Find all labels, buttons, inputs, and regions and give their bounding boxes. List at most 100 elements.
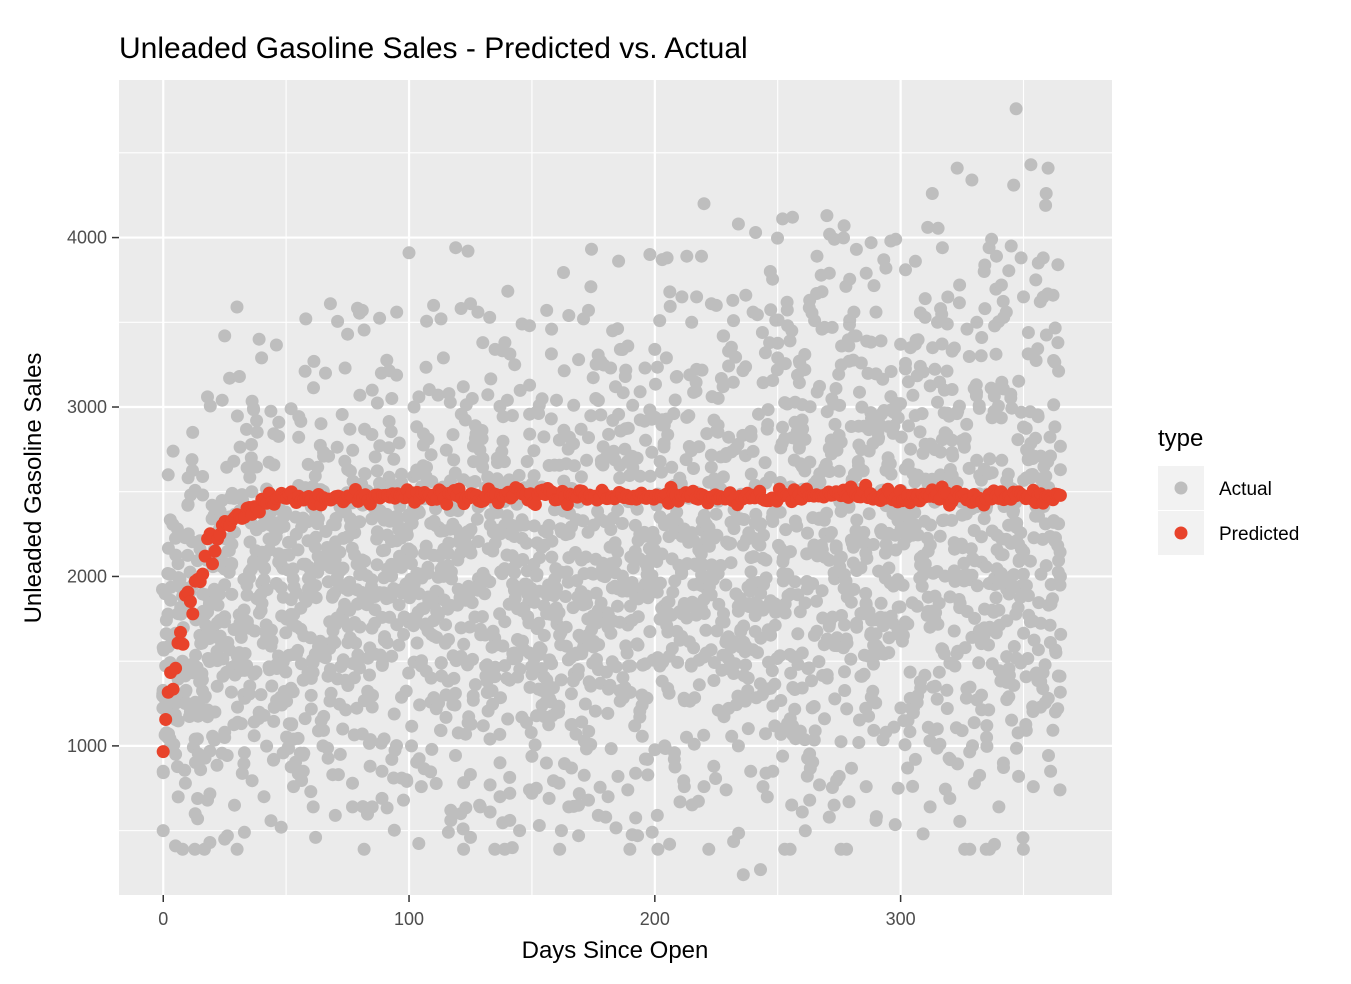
actual-point [1041,161,1055,175]
actual-point [601,790,615,804]
actual-point [518,518,532,532]
actual-point [838,684,852,697]
actual-point [527,444,541,458]
actual-point [716,380,730,394]
actual-point [778,606,792,620]
y-tick-label: 3000 [67,397,107,417]
actual-point [466,689,480,703]
actual-point [866,684,880,698]
actual-point [493,790,507,804]
actual-point [727,314,740,328]
actual-point [874,334,888,348]
actual-point [1048,420,1062,434]
actual-point [285,717,299,731]
actual-point [612,407,626,421]
actual-point [758,456,772,470]
actual-point [1007,568,1021,582]
actual-point [988,837,1001,851]
actual-point [497,455,511,469]
actual-point [169,839,182,853]
actual-point [227,454,241,468]
actual-point [577,768,591,782]
actual-point [788,702,802,716]
actual-point [410,636,424,650]
actual-point [876,372,890,386]
actual-point [768,677,782,691]
actual-point [867,279,881,293]
actual-point [156,824,170,838]
actual-point [188,732,202,746]
actual-point [709,298,723,312]
actual-point [181,498,195,512]
x-axis-title: Days Since Open [522,937,709,964]
actual-point [368,450,382,464]
actual-point [827,232,841,246]
actual-point [814,538,828,552]
actual-point [355,727,369,741]
actual-point [333,545,347,559]
actual-point [444,565,458,579]
actual-point [611,769,625,783]
actual-point [643,248,657,261]
actual-point [501,712,515,726]
actual-point [990,249,1003,263]
actual-point [852,736,866,749]
actual-point [934,445,948,459]
actual-point [611,322,625,336]
actual-point [859,587,873,600]
actual-point [1048,321,1062,335]
actual-point [609,660,623,674]
actual-point [744,467,758,481]
actual-point [1002,264,1016,278]
actual-point [464,717,478,731]
actual-point [267,752,281,766]
actual-point [483,778,497,792]
actual-point [198,749,212,763]
actual-point [439,710,453,724]
actual-point [1051,336,1065,350]
actual-point [805,674,818,688]
actual-point [648,532,662,546]
actual-point [385,392,399,405]
actual-point [562,309,576,322]
actual-point [661,428,675,442]
actual-point [527,469,541,483]
actual-point [243,470,257,484]
actual-point [572,787,586,801]
actual-point [891,411,905,425]
actual-point [579,550,593,564]
actual-point [724,556,738,570]
actual-point [798,348,812,361]
actual-point [554,824,568,838]
actual-point [534,642,548,656]
actual-point [908,752,922,766]
actual-point [468,419,482,433]
actual-point [980,719,994,733]
actual-point [673,795,687,809]
actual-point [744,424,758,438]
actual-point [277,519,291,533]
actual-point [1039,187,1053,200]
actual-point [1052,517,1066,531]
actual-point [962,461,976,475]
actual-point [643,469,657,483]
actual-point [781,319,795,333]
actual-point [328,636,342,650]
actual-point [425,475,439,488]
actual-point [387,452,401,466]
actual-point [640,691,654,705]
actual-point [931,395,944,409]
predicted-point [440,497,454,511]
actual-point [230,409,244,423]
actual-point [908,254,922,268]
actual-point [658,739,672,753]
actual-point [983,452,997,466]
actual-point [989,591,1003,605]
actual-point [454,807,468,821]
actual-point [857,525,871,539]
actual-point [621,783,635,797]
actual-point [724,536,738,550]
actual-point [545,322,559,336]
actual-point [737,619,751,633]
actual-point [366,688,379,702]
